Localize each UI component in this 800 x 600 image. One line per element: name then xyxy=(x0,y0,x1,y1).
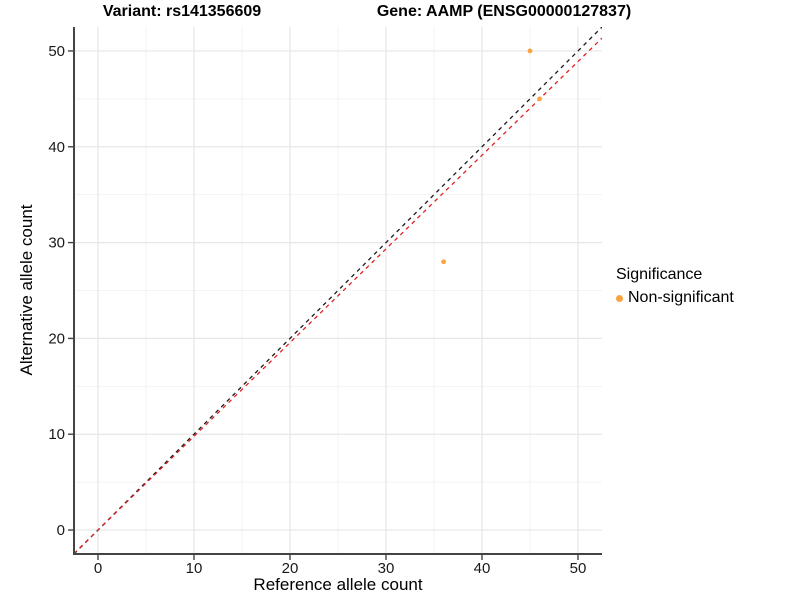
legend-title: Significance xyxy=(616,266,703,283)
expected-ratio-line xyxy=(74,37,602,554)
y-tick-label: 30 xyxy=(48,235,65,252)
x-axis-ticks: 0 10 20 30 40 50 xyxy=(94,555,587,577)
x-tick-label: 20 xyxy=(282,560,299,577)
y-tick-label: 0 xyxy=(57,522,65,539)
x-tick-label: 0 xyxy=(94,560,102,577)
legend-entry-label: Non-significant xyxy=(628,289,734,306)
plot-title-gene: Gene: AAMP (ENSG00000127837) xyxy=(376,3,632,20)
y-tick-label: 20 xyxy=(48,330,65,347)
y-tick-label: 10 xyxy=(48,426,65,443)
data-point xyxy=(441,259,446,265)
grid-major xyxy=(74,27,602,554)
data-point xyxy=(537,96,542,102)
x-tick-label: 10 xyxy=(186,560,203,577)
x-tick-label: 50 xyxy=(570,560,587,577)
plot-title-variant: Variant: rs141356609 xyxy=(102,3,262,20)
y-tick-label: 50 xyxy=(48,43,65,60)
x-tick-label: 40 xyxy=(474,560,491,577)
y-axis-title: Alternative allele count xyxy=(17,204,36,376)
y-tick-label: 40 xyxy=(48,139,65,156)
grid-minor xyxy=(74,27,602,554)
legend-key-dot xyxy=(616,294,623,302)
axis-lines xyxy=(73,27,602,555)
data-point xyxy=(527,48,533,54)
x-tick-label: 30 xyxy=(378,560,395,577)
series-non-significant xyxy=(441,48,542,265)
legend: Significance Non-significant xyxy=(616,266,734,307)
legend-entry: Non-significant xyxy=(616,289,734,307)
x-axis-title: Reference allele count xyxy=(253,575,423,594)
y-axis-ticks: 0 10 20 30 40 50 xyxy=(48,43,73,539)
